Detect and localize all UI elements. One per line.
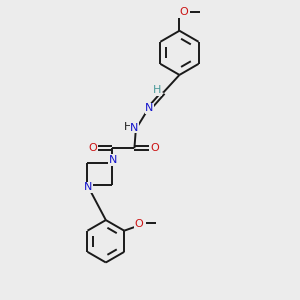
- Text: O: O: [179, 8, 188, 17]
- Text: N: N: [130, 123, 139, 133]
- Text: O: O: [150, 143, 159, 153]
- Text: N: N: [84, 182, 92, 192]
- Text: N: N: [145, 103, 154, 113]
- Text: O: O: [134, 219, 143, 229]
- Text: H: H: [153, 85, 161, 95]
- Text: N: N: [109, 155, 117, 165]
- Text: H: H: [123, 122, 132, 132]
- Text: O: O: [88, 143, 97, 153]
